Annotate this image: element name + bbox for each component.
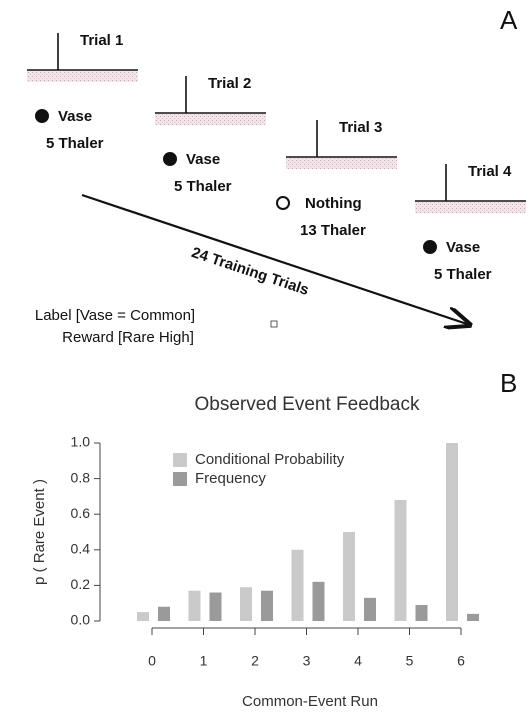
bar <box>343 532 355 621</box>
condition: Reward [Rare High] <box>62 329 194 346</box>
bar <box>467 613 479 621</box>
bar <box>240 587 252 621</box>
bar <box>312 581 325 621</box>
x-tick-label: 1 <box>200 653 208 669</box>
x-axis-label: Common-Event Run <box>242 693 378 710</box>
legend-swatch <box>173 472 187 486</box>
ground <box>286 158 397 169</box>
bar <box>415 604 428 621</box>
x-tick-label: 6 <box>457 653 465 669</box>
trial-title: Trial 4 <box>468 163 512 180</box>
bar <box>137 612 149 621</box>
legend-swatch <box>173 453 187 467</box>
ground <box>155 114 266 125</box>
chart-title: Observed Event Feedback <box>195 394 420 415</box>
y-tick-label: 0.6 <box>71 505 91 521</box>
trial-title: Trial 3 <box>339 119 382 136</box>
legend-label: Conditional Probability <box>195 451 345 468</box>
y-tick-label: 0.8 <box>71 469 91 485</box>
x-tick-label: 3 <box>303 653 311 669</box>
small-square <box>270 320 278 328</box>
arrow <box>81 193 470 325</box>
outcome-marker <box>163 152 177 166</box>
x-tick-label: 2 <box>251 653 259 669</box>
x-tick-label: 4 <box>354 653 362 669</box>
condition: Label [Vase = Common] <box>35 307 195 324</box>
panel-label: B <box>500 368 517 398</box>
bar <box>394 499 407 621</box>
outcome-marker <box>423 240 437 254</box>
ground <box>415 202 526 213</box>
outcome: Nothing <box>305 195 362 212</box>
reward: 13 Thaler <box>300 222 366 239</box>
outcome: Vase <box>446 239 480 256</box>
x-tick-label: 0 <box>148 653 156 669</box>
trial-title: Trial 1 <box>80 32 123 49</box>
y-tick-label: 1.0 <box>71 434 91 450</box>
legend-label: Frequency <box>195 470 266 487</box>
outcome: Vase <box>186 151 220 168</box>
bar <box>446 443 458 621</box>
trial-title: Trial 2 <box>208 75 251 92</box>
outcome-marker <box>276 196 290 210</box>
y-tick-label: 0.2 <box>71 576 91 592</box>
panel-label: A <box>500 5 518 35</box>
ground <box>27 71 138 82</box>
reward: 5 Thaler <box>174 178 232 195</box>
y-tick-label: 0.0 <box>71 612 91 628</box>
bar <box>261 590 273 621</box>
bar <box>291 549 304 621</box>
outcome: Vase <box>58 108 92 125</box>
bar <box>209 592 222 621</box>
outcome-marker <box>35 109 49 123</box>
bar <box>188 590 201 621</box>
y-tick-label: 0.4 <box>71 541 91 557</box>
bar <box>158 606 170 621</box>
bar <box>364 597 376 621</box>
x-tick-label: 5 <box>406 653 414 669</box>
reward: 5 Thaler <box>434 266 492 283</box>
y-axis-label: p ( Rare Event ) <box>31 479 48 585</box>
reward: 5 Thaler <box>46 135 104 152</box>
